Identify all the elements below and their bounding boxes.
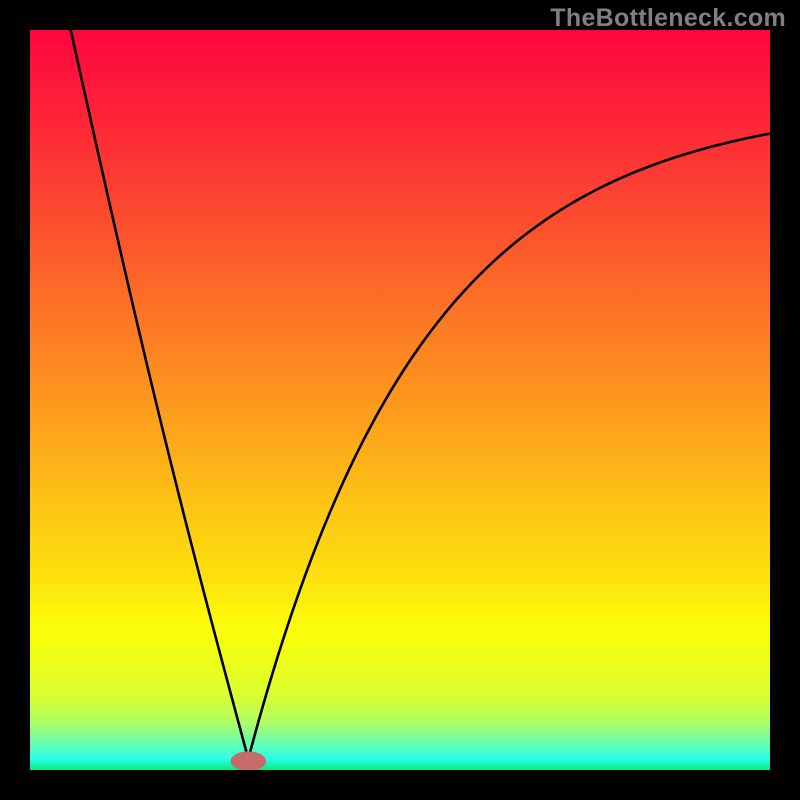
chart-svg — [30, 30, 770, 770]
chart-frame: TheBottleneck.com — [0, 0, 800, 800]
watermark-text: TheBottleneck.com — [550, 4, 786, 33]
plot-area — [30, 30, 770, 770]
gradient-background — [30, 30, 770, 770]
minimum-marker — [231, 751, 267, 770]
